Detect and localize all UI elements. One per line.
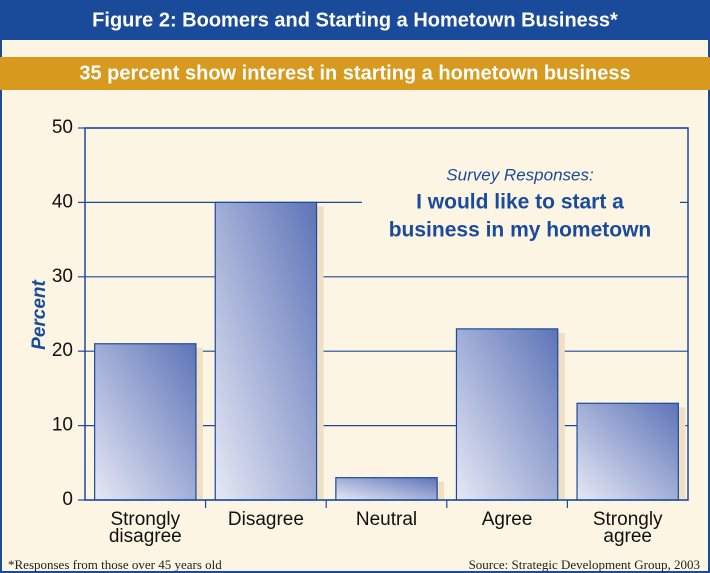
source: Source: Strategic Development Group, 200… xyxy=(469,557,700,572)
bar xyxy=(576,402,679,501)
bar xyxy=(214,201,318,501)
bar xyxy=(335,477,438,501)
x-tick-label: Strongly disagree xyxy=(109,509,182,547)
annotation-bg xyxy=(362,160,680,248)
y-tick-label: 20 xyxy=(52,340,73,361)
annotation-heading: Survey Responses: xyxy=(446,165,594,184)
y-tick-label: 40 xyxy=(52,191,73,212)
bar xyxy=(94,343,197,501)
y-tick-label: 30 xyxy=(52,266,73,287)
plot-border xyxy=(84,127,689,501)
y-tick-label: 10 xyxy=(52,415,73,436)
x-tick-label: Disagree xyxy=(228,509,304,530)
title-bar xyxy=(0,0,710,40)
annotation-line: I would like to start a xyxy=(416,191,624,214)
subtitle-bar xyxy=(0,57,710,90)
y-tick-label: 0 xyxy=(62,489,73,510)
y-tick-label: 50 xyxy=(52,117,73,138)
x-tick-label: Neutral xyxy=(356,509,417,530)
y-axis-label: Percent xyxy=(29,279,50,349)
x-tick-label: Agree xyxy=(482,509,533,530)
subtitle: 35 percent show interest in starting a h… xyxy=(79,62,630,84)
x-tick-label: Strongly agree xyxy=(593,509,663,547)
chart-title: Figure 2: Boomers and Starting a Hometow… xyxy=(92,9,618,31)
footnote: *Responses from those over 45 years old xyxy=(8,557,222,572)
bar xyxy=(455,328,559,501)
annotation-line: business in my hometown xyxy=(389,219,652,242)
